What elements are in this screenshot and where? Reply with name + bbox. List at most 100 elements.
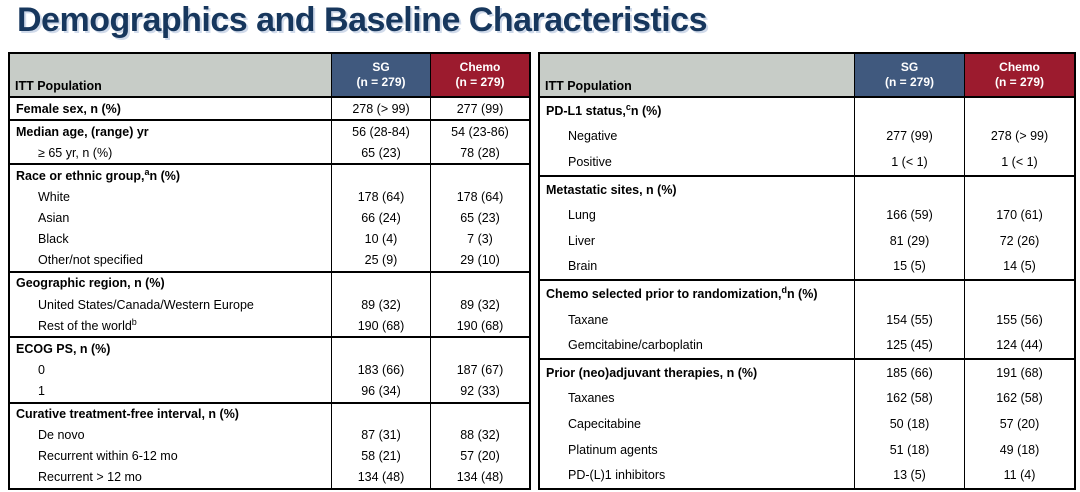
chemo-value: 49 (18)	[964, 436, 1074, 463]
sg-value	[331, 338, 430, 360]
chemo-value: 162 (58)	[964, 385, 1074, 412]
sg-value: 50 (18)	[854, 411, 964, 437]
row-group: Chemo selected prior to randomization, d …	[540, 279, 1074, 358]
table-row: United States/Canada/Western Europe 89 (3…	[10, 294, 529, 316]
chemo-value: 278 (> 99)	[964, 123, 1074, 150]
table-row: Female sex, n (%) 278 (> 99) 277 (99)	[10, 98, 529, 120]
row-label: Prior (neo)adjuvant therapies, n (%)	[546, 365, 758, 380]
row-label: Gemcitabine/carboplatin	[568, 338, 703, 353]
chemo-value: 54 (23-86)	[430, 121, 529, 143]
row-label: Black	[38, 232, 69, 247]
row-group: Race or ethnic group, a n (%) White 178 (64…	[10, 163, 529, 271]
row-group: Female sex, n (%) 278 (> 99) 277 (99)	[10, 98, 529, 120]
column-header-chemo-n: (n = 279)	[455, 75, 505, 89]
sg-value	[854, 281, 964, 307]
chemo-value	[430, 165, 529, 187]
row-label: ≥ 65 yr, n (%)	[38, 145, 113, 160]
chemo-value: 92 (33)	[430, 380, 529, 402]
table-row: Recurrent > 12 mo 134 (48) 134 (48)	[10, 466, 529, 488]
column-header-chemo-n: (n = 279)	[994, 75, 1045, 89]
sg-value: 154 (55)	[854, 306, 964, 333]
chemo-value: 89 (32)	[430, 294, 529, 316]
column-header-chemo: Chemo (n = 279)	[430, 54, 529, 96]
row-label: Capecitabine	[568, 416, 641, 431]
row-label: Curative treatment-free interval, n (%)	[16, 407, 239, 422]
chemo-value: 72 (26)	[964, 228, 1074, 254]
row-label: 0	[38, 362, 45, 377]
table-row: Asian 66 (24) 65 (23)	[10, 207, 529, 229]
row-label: White	[38, 189, 70, 204]
table-row: Metastatic sites, n (%)	[540, 176, 1074, 203]
sg-value: 15 (5)	[854, 253, 964, 280]
chemo-value: 124 (44)	[964, 332, 1074, 358]
chemo-value: 78 (28)	[430, 142, 529, 164]
column-header-chemo-label: Chemo	[459, 60, 501, 74]
row-label: Recurrent within 6-12 mo	[38, 449, 178, 464]
column-header-sg: SG (n = 279)	[331, 54, 430, 96]
table-row: Median age, (range) yr 56 (28-84) 54 (23-8…	[10, 121, 529, 143]
row-group: Metastatic sites, n (%) Lung 166 (59) 170 (…	[540, 174, 1074, 280]
table-row: Platinum agents 51 (18) 49 (18)	[540, 436, 1074, 463]
table-row: Black 10 (4) 7 (3)	[10, 228, 529, 250]
row-label: PD-L1 status, c n (%)	[546, 101, 662, 118]
table-row: Geographic region, n (%)	[10, 272, 529, 294]
table-row: Lung 166 (59) 170 (61)	[540, 202, 1074, 229]
chemo-value: 134 (48)	[430, 466, 529, 488]
corner-cell-itt-population: ITT Population	[10, 54, 331, 96]
row-label: United States/Canada/Western Europe	[38, 297, 254, 312]
sg-value: 25 (9)	[331, 249, 430, 271]
row-label: PD-(L)1 inhibitors	[568, 468, 666, 483]
table-row: Taxanes 162 (58) 162 (58)	[540, 385, 1074, 412]
sg-value: 87 (31)	[331, 424, 430, 446]
chemo-value: 187 (67)	[430, 359, 529, 381]
sg-value: 65 (23)	[331, 142, 430, 164]
column-header-sg: SG (n = 279)	[854, 54, 964, 96]
row-label: De novo	[38, 428, 85, 443]
sg-value: 190 (68)	[331, 315, 430, 337]
table-row: Curative treatment-free interval, n (%)	[10, 403, 529, 425]
sg-value: 13 (5)	[854, 462, 964, 488]
sg-value	[854, 98, 964, 124]
sg-value: 10 (4)	[331, 228, 430, 250]
chemo-value: 178 (64)	[430, 186, 529, 208]
row-label: Liver	[568, 233, 596, 248]
row-label: Female sex, n (%)	[16, 101, 121, 116]
column-header-chemo-label: Chemo	[999, 60, 1040, 74]
row-group: ECOG PS, n (%) 0 183 (66) 187 (67) 1 96 (34) 9…	[10, 336, 529, 402]
table-row: ECOG PS, n (%)	[10, 338, 529, 360]
chemo-value: 88 (32)	[430, 424, 529, 446]
table-header-row: ITT Population SG (n = 279) Chemo (n = 2…	[10, 54, 529, 98]
table-row: Liver 81 (29) 72 (26)	[540, 228, 1074, 254]
chemo-value: 1 (< 1)	[964, 149, 1074, 175]
row-group: Median age, (range) yr 56 (28-84) 54 (23-8…	[10, 119, 529, 164]
sg-value	[331, 165, 430, 187]
row-group: Geographic region, n (%) United States/Ca…	[10, 270, 529, 337]
table-row: White 178 (64) 178 (64)	[10, 186, 529, 208]
row-label: Recurrent > 12 mo	[38, 470, 142, 485]
row-label: Taxane	[568, 312, 609, 327]
table-row: ≥ 65 yr, n (%) 65 (23) 78 (28)	[10, 142, 529, 164]
sg-value: 51 (18)	[854, 436, 964, 463]
row-label: ECOG PS, n (%)	[16, 341, 111, 356]
chemo-value: 57 (20)	[430, 445, 529, 467]
column-header-chemo: Chemo (n = 279)	[964, 54, 1074, 96]
chemo-value	[430, 403, 529, 425]
table-body: PD-L1 status, c n (%) Negative 277 (99) 278 …	[540, 98, 1074, 488]
chemo-value: 155 (56)	[964, 306, 1074, 333]
sg-value	[331, 272, 430, 294]
chemo-value	[964, 176, 1074, 203]
row-group: Prior (neo)adjuvant therapies, n (%) 185 …	[540, 358, 1074, 488]
column-header-sg-n: (n = 279)	[356, 75, 406, 89]
table-row: Taxane 154 (55) 155 (56)	[540, 306, 1074, 333]
sg-value: 89 (32)	[331, 294, 430, 316]
table-header-row: ITT Population SG (n = 279) Chemo (n = 2…	[540, 54, 1074, 98]
column-header-sg-label: SG	[900, 60, 919, 74]
chemo-value: 57 (20)	[964, 411, 1074, 437]
sg-value: 278 (> 99)	[331, 98, 430, 120]
sg-value: 185 (66)	[854, 360, 964, 386]
row-label: Other/not specified	[38, 253, 143, 268]
baseline-table-left: ITT Population SG (n = 279) Chemo (n = 2…	[8, 52, 531, 490]
table-row: Brain 15 (5) 14 (5)	[540, 253, 1074, 280]
row-label: Platinum agents	[568, 442, 658, 457]
